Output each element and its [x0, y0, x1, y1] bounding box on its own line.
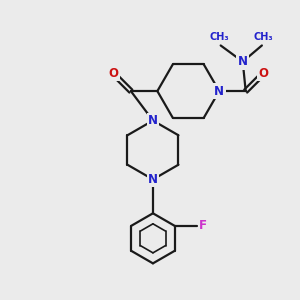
Text: F: F	[199, 219, 207, 232]
Text: O: O	[108, 67, 118, 80]
Text: N: N	[148, 114, 158, 127]
Text: N: N	[148, 173, 158, 186]
Text: N: N	[214, 85, 224, 98]
Text: O: O	[258, 67, 268, 80]
Text: CH₃: CH₃	[254, 32, 273, 42]
Text: N: N	[238, 55, 248, 68]
Text: CH₃: CH₃	[209, 32, 229, 42]
